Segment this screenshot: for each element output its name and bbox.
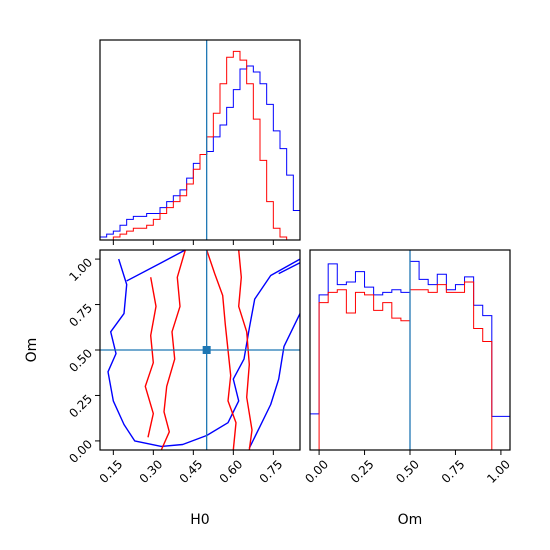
h0-hist-series-1 xyxy=(100,50,300,241)
om-hist-bar-1-4 xyxy=(346,313,355,450)
h0-hist-bar-1-23 xyxy=(253,119,260,240)
h0-hist-bar-1-9 xyxy=(160,213,167,240)
om-hist-bar-0-20 xyxy=(492,416,501,450)
h0-hist-bar-0-27 xyxy=(280,149,287,240)
h0-hist-bar-1-11 xyxy=(173,202,180,240)
h0-hist-bar-1-12 xyxy=(180,196,187,240)
om-y-tick-label-4: 1.00 xyxy=(66,255,95,284)
om-hist-bar-1-15 xyxy=(446,292,455,450)
h0-hist-bar-1-17 xyxy=(213,113,220,240)
h0-hist-bar-1-18 xyxy=(220,84,227,240)
om-hist-bar-1-11 xyxy=(410,290,419,450)
truth-point-marker xyxy=(202,346,211,354)
om-hist-bar-1-18 xyxy=(474,329,483,450)
om-hist-bar-0-0 xyxy=(310,414,319,450)
om-hist-bar-1-2 xyxy=(328,292,337,450)
om-hist-bar-1-10 xyxy=(401,321,410,450)
om-hist-bar-1-16 xyxy=(455,292,464,450)
om-axis-label: Om xyxy=(24,338,40,363)
h0-x-tick-label-0: 0.15 xyxy=(97,457,126,486)
h0-marginal-panel xyxy=(99,39,301,245)
h0-x-ticks: 0.15 0.30 0.45 0.60 0.75 xyxy=(97,450,286,486)
h0-hist-bar-1-5 xyxy=(133,228,140,240)
h0-hist-bar-0-28 xyxy=(287,175,294,240)
om-y-tick-label-1: 0.25 xyxy=(66,392,95,421)
h0-x-tick-label-4: 0.75 xyxy=(257,457,286,486)
contour-line-0-0 xyxy=(107,258,301,448)
om-hist-bar-1-8 xyxy=(383,303,392,450)
om-hist-bar-1-1 xyxy=(319,303,328,450)
h0-axis-label: H0 xyxy=(190,512,209,528)
contour-line-0-1 xyxy=(248,313,301,449)
h0-x-tick-label-3: 0.60 xyxy=(217,457,246,486)
h0-om-joint-panel: 0.15 0.30 0.45 0.60 0.75 0.00 0.25 0.50 0.75 1.0… xyxy=(24,249,301,528)
contour-line-1-0 xyxy=(160,249,186,451)
om-x-tick-label-3: 0.75 xyxy=(439,457,468,486)
h0-hist-bar-1-22 xyxy=(247,84,254,240)
h0-hist-bar-1-13 xyxy=(187,184,194,240)
om-hist-bar-1-13 xyxy=(428,292,437,450)
om-x-ticks: 0.00 0.25 0.50 0.75 1.00 xyxy=(302,450,513,486)
h0-x-tick-label-1: 0.30 xyxy=(137,457,166,486)
h0-hist-bar-1-15 xyxy=(200,155,207,240)
h0-hist-bar-1-25 xyxy=(267,202,274,240)
om-marginal-axis-label: Om xyxy=(398,512,423,528)
contour-series-0 xyxy=(107,249,301,449)
h0-hist-bar-0-26 xyxy=(273,131,280,240)
om-y-tick-label-3: 0.75 xyxy=(66,301,95,330)
om-y-tick-label-2: 0.50 xyxy=(66,346,95,375)
om-hist-bar-0-21 xyxy=(501,416,510,450)
om-marginal-frame xyxy=(309,249,511,451)
h0-histogram-series xyxy=(99,50,301,241)
h0-hist-bar-1-4 xyxy=(127,231,134,240)
om-x-tick-label-4: 1.00 xyxy=(484,457,513,486)
h0-hist-bar-1-21 xyxy=(240,60,247,240)
om-y-ticks: 0.00 0.25 0.50 0.75 1.00 xyxy=(66,255,100,466)
h0-hist-bar-0-29 xyxy=(293,211,300,240)
h0-hist-bar-1-14 xyxy=(193,169,200,240)
om-hist-bar-1-3 xyxy=(337,290,346,450)
h0-hist-bar-0-1 xyxy=(107,234,114,240)
contour-line-0-2 xyxy=(126,249,186,282)
om-y-tick-label-0: 0.00 xyxy=(66,437,95,466)
om-hist-bar-1-14 xyxy=(437,285,446,450)
h0-hist-bar-1-19 xyxy=(227,57,234,240)
h0-hist-bar-1-8 xyxy=(153,219,160,240)
om-x-tick-label-2: 0.50 xyxy=(393,457,422,486)
om-hist-bar-1-12 xyxy=(419,290,428,450)
h0-om-joint-frame xyxy=(99,249,301,451)
om-hist-bar-1-19 xyxy=(483,341,492,450)
contour-line-1-2 xyxy=(144,277,157,438)
h0-hist-bar-1-10 xyxy=(167,208,174,240)
contour-line-0-3 xyxy=(278,262,301,275)
h0-x-tick-label-2: 0.45 xyxy=(177,457,206,486)
om-hist-bar-1-9 xyxy=(392,318,401,450)
om-hist-bar-1-6 xyxy=(365,295,374,450)
h0-hist-bar-1-7 xyxy=(147,225,154,240)
h0-marginal-x-ticks xyxy=(112,240,274,245)
h0-hist-outline-1 xyxy=(100,50,300,241)
om-hist-series-1 xyxy=(310,281,510,451)
om-hist-bar-1-5 xyxy=(355,292,364,450)
om-hist-bar-1-17 xyxy=(465,282,474,450)
contour-line-1-3 xyxy=(238,249,253,451)
h0-hist-bar-1-26 xyxy=(273,228,280,240)
om-hist-bar-1-7 xyxy=(374,310,383,450)
om-x-tick-label-1: 0.25 xyxy=(348,457,377,486)
h0-hist-bar-1-24 xyxy=(260,160,267,240)
om-x-tick-label-0: 0.00 xyxy=(302,457,331,486)
h0-marginal-frame xyxy=(99,39,301,241)
om-hist-outline-1 xyxy=(310,281,510,451)
h0-hist-bar-1-3 xyxy=(120,234,127,240)
om-marginal-panel: 0.00 0.25 0.50 0.75 1.00 Om xyxy=(302,249,513,528)
h0-hist-bar-1-16 xyxy=(207,137,214,240)
h0-hist-bar-1-6 xyxy=(140,228,147,240)
h0-hist-bar-1-20 xyxy=(233,51,240,240)
